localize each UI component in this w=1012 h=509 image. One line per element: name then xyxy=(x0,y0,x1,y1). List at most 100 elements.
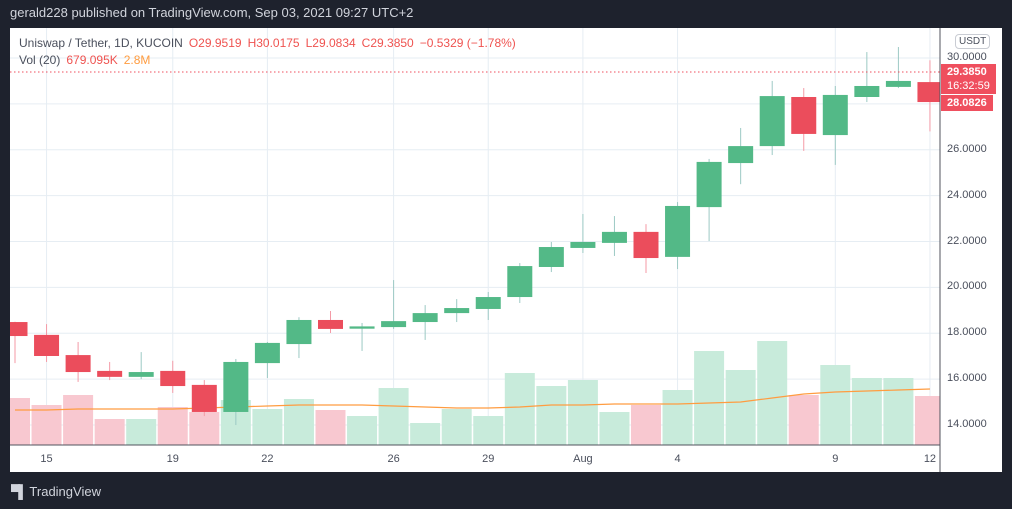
time-tick: 12 xyxy=(923,453,937,465)
volume-bar xyxy=(567,380,598,445)
candle xyxy=(885,46,911,89)
candle-body xyxy=(854,85,880,97)
candle xyxy=(286,317,312,359)
candle xyxy=(854,52,880,103)
candle xyxy=(191,380,217,417)
volume-bar xyxy=(599,412,630,445)
volume-bar xyxy=(914,396,940,445)
candle-body xyxy=(254,342,280,364)
candle xyxy=(791,88,817,151)
volume-bar xyxy=(788,395,819,445)
candle-body xyxy=(191,384,217,412)
price-tick: 24.0000 xyxy=(947,188,987,201)
time-tick: 15 xyxy=(40,453,53,465)
grid xyxy=(10,28,940,445)
countdown: 16:32:59 xyxy=(947,80,990,92)
currency-button[interactable]: USDT xyxy=(955,34,991,49)
time-tick: 29 xyxy=(482,453,495,465)
candle-body xyxy=(885,80,911,87)
candle-body xyxy=(223,361,249,412)
volume-bar xyxy=(757,341,788,445)
candle-body xyxy=(917,82,940,103)
candle xyxy=(696,158,722,242)
candle-body xyxy=(412,313,438,323)
time-tick: 26 xyxy=(387,453,400,465)
candle-body xyxy=(696,161,722,208)
price-tick: 14.0000 xyxy=(947,418,987,431)
candle xyxy=(917,60,940,132)
candle xyxy=(128,352,154,380)
candle xyxy=(10,321,28,364)
chart-legend: Uniswap / Tether, 1D, KUCOIN O29.9519 H30.… xyxy=(19,35,522,69)
candle xyxy=(507,263,533,303)
candle-body xyxy=(665,205,691,257)
candle-body xyxy=(570,241,596,248)
volume-bar xyxy=(157,407,188,445)
time-tick: 22 xyxy=(261,453,274,465)
volume-bar xyxy=(10,398,30,445)
candle xyxy=(318,311,343,334)
candle-body xyxy=(633,231,659,259)
candle xyxy=(412,305,438,340)
candle xyxy=(570,213,596,253)
price-tick: 22.0000 xyxy=(947,234,987,247)
candle-body xyxy=(538,247,564,267)
volume-bar xyxy=(536,386,567,445)
candle xyxy=(633,224,659,273)
candle xyxy=(381,280,407,329)
candle-body xyxy=(10,322,28,337)
candle-body xyxy=(759,96,785,147)
volume-bar xyxy=(851,378,882,445)
candle-body xyxy=(65,355,91,373)
change-value: −0.5329 (−1.78%) xyxy=(419,36,516,50)
price-tick: 18.0000 xyxy=(947,326,987,339)
volume-bar xyxy=(94,419,125,445)
candle xyxy=(822,85,848,165)
volume-bar xyxy=(631,405,661,445)
candle-body xyxy=(601,231,627,243)
candle-body xyxy=(791,96,817,134)
volume-bar xyxy=(883,378,914,445)
price-tick: 16.0000 xyxy=(947,372,987,385)
volume-bar xyxy=(662,390,693,445)
volume-bar xyxy=(189,412,220,445)
candle xyxy=(65,341,91,382)
last-price: 29.3850 xyxy=(947,66,987,78)
time-tick: 9 xyxy=(832,453,839,465)
last-price-tag: 29.3850 16:32:59 xyxy=(941,64,996,94)
close-value: C29.3850 xyxy=(361,36,414,50)
candle xyxy=(97,361,123,381)
candle xyxy=(759,80,785,156)
time-tick: 19 xyxy=(166,453,179,465)
candle xyxy=(254,341,280,379)
candle-body xyxy=(34,334,60,356)
candle-body xyxy=(128,372,154,377)
volume-bar xyxy=(410,423,441,445)
candle xyxy=(160,360,186,393)
volume-bar xyxy=(694,351,725,445)
open-value: O29.9519 xyxy=(188,36,242,50)
candle-body xyxy=(728,146,754,164)
volume-bar xyxy=(441,409,472,445)
volume-bars xyxy=(10,341,940,445)
candle xyxy=(665,202,691,270)
volume-bar xyxy=(504,373,535,445)
brand-name[interactable]: TradingView xyxy=(29,484,101,499)
volume-bar xyxy=(315,410,346,445)
candle-body xyxy=(444,308,470,314)
price-tick: 26.0000 xyxy=(947,142,987,155)
candle xyxy=(34,324,60,362)
candle-body xyxy=(475,297,501,309)
volume-value: 679.095K xyxy=(66,53,118,67)
low-value: L29.0834 xyxy=(305,36,356,50)
candle-body xyxy=(286,319,312,345)
volume-bar xyxy=(283,399,314,445)
price-tick: 20.0000 xyxy=(947,280,987,293)
candle xyxy=(223,358,249,426)
footer: ▀▌ TradingView xyxy=(11,484,101,499)
tradingview-logo[interactable]: ▀▌ xyxy=(11,484,27,499)
time-tick: Aug xyxy=(573,453,593,465)
volume-ma-line xyxy=(15,388,930,411)
volume-bar xyxy=(347,416,378,445)
